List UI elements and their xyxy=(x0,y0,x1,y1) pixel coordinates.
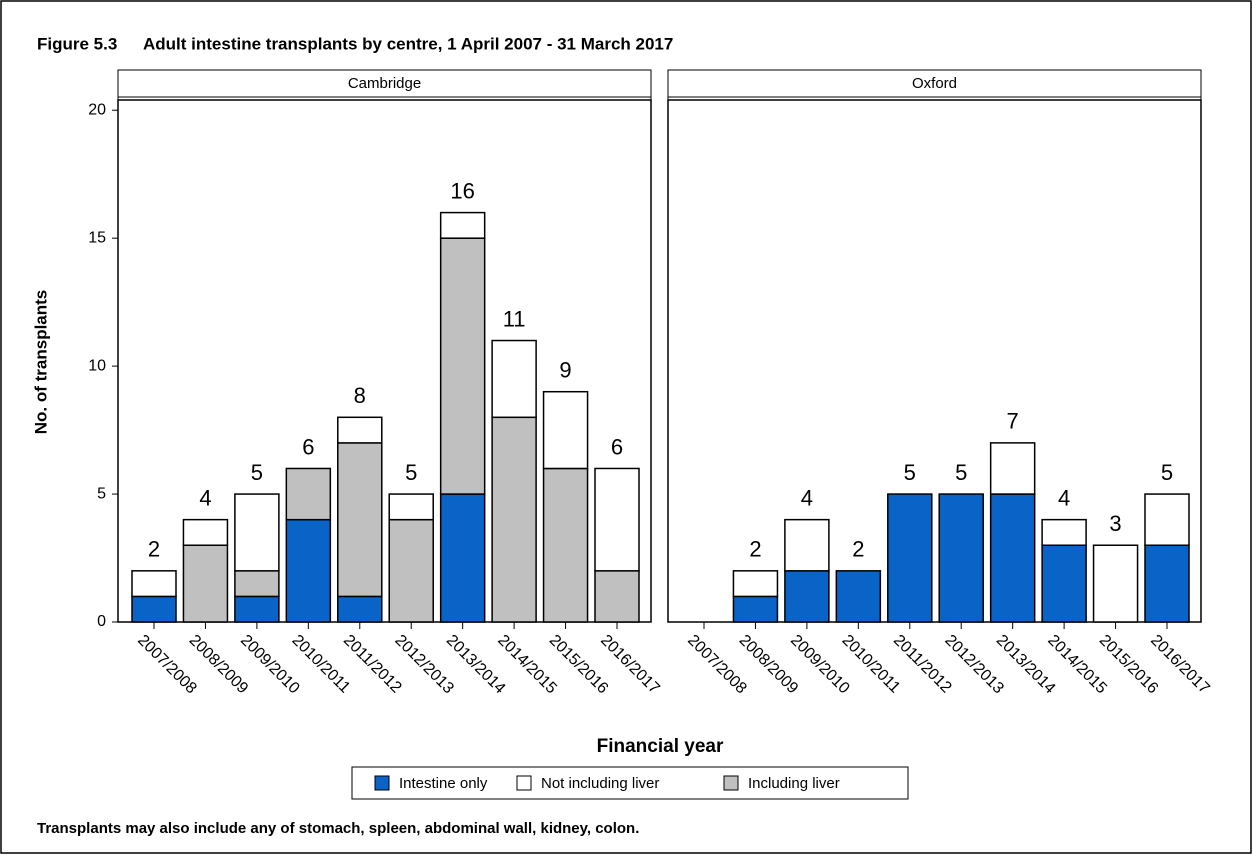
bar-segment xyxy=(388,518,434,623)
bar-segment xyxy=(784,570,830,623)
total-label: 2 xyxy=(148,537,160,562)
bar-segment xyxy=(491,416,537,623)
figure-number: Figure 5.3 xyxy=(37,34,117,53)
total-label: 16 xyxy=(450,178,474,203)
bar-segment xyxy=(938,493,984,623)
legend-swatch xyxy=(374,775,390,791)
x-axis-label: Financial year xyxy=(597,736,724,757)
total-label: 3 xyxy=(1109,511,1121,536)
total-label: 9 xyxy=(559,358,571,383)
bar-segment xyxy=(784,518,830,572)
total-label: 4 xyxy=(1058,485,1070,510)
y-tick-label: 15 xyxy=(88,229,106,246)
chart-title: Adult intestine transplants by centre, 1… xyxy=(143,34,673,53)
total-label: 6 xyxy=(611,434,623,459)
y-tick-label: 10 xyxy=(88,357,106,374)
total-label: 5 xyxy=(1161,460,1173,485)
bar-segment xyxy=(131,595,177,623)
y-tick-label: 5 xyxy=(97,485,106,502)
total-label: 2 xyxy=(852,537,864,562)
total-label: 5 xyxy=(251,460,263,485)
bar-segment xyxy=(989,442,1036,495)
legend-swatch xyxy=(723,775,739,791)
bar-segment xyxy=(542,467,589,623)
bar-segment xyxy=(887,493,933,623)
bar-segment xyxy=(594,467,640,572)
bar-segment xyxy=(439,493,486,623)
bar-segment xyxy=(1144,544,1190,623)
bar-segment xyxy=(1041,518,1087,546)
legend-swatch xyxy=(516,775,532,791)
plot-area xyxy=(667,99,1202,623)
total-label: 5 xyxy=(904,460,916,485)
legend xyxy=(351,766,909,800)
total-label: 6 xyxy=(302,434,314,459)
y-tick-label: 0 xyxy=(97,613,106,630)
total-label: 11 xyxy=(503,306,526,331)
bar-segment xyxy=(337,595,383,623)
strip xyxy=(117,69,652,101)
total-label: 4 xyxy=(801,485,813,510)
bar-segment xyxy=(234,595,280,623)
bar-segment xyxy=(439,237,486,495)
legend-label: Including liver xyxy=(748,775,840,792)
legend-label: Intestine only xyxy=(399,775,488,792)
bar-segment xyxy=(1144,493,1190,546)
bar-segment xyxy=(234,493,280,572)
bar-segment xyxy=(131,570,177,598)
bar-segment xyxy=(594,570,640,623)
panel-title: Cambridge xyxy=(348,75,421,92)
bar-segment xyxy=(732,595,779,623)
plot-area xyxy=(117,99,652,623)
y-axis-label: No. of transplants xyxy=(31,290,50,435)
y-tick-label: 20 xyxy=(88,101,106,118)
bar-segment xyxy=(439,211,486,239)
panel-title: Oxford xyxy=(912,75,957,92)
total-label: 7 xyxy=(1007,409,1019,434)
total-label: 5 xyxy=(405,460,417,485)
bar-segment xyxy=(337,442,383,598)
bar-segment xyxy=(989,493,1036,623)
legend-label: Not including liver xyxy=(541,775,659,792)
bar-segment xyxy=(285,467,332,521)
total-label: 4 xyxy=(199,485,211,510)
total-label: 2 xyxy=(749,537,761,562)
bar-segment xyxy=(1041,544,1087,623)
bar-segment xyxy=(542,390,589,470)
bar-segment xyxy=(234,570,280,598)
bar-segment xyxy=(182,518,229,546)
bar-segment xyxy=(732,570,779,598)
bar-segment xyxy=(1092,544,1139,623)
bar-segment xyxy=(337,416,383,444)
bar-segment xyxy=(835,570,882,623)
bar-segment xyxy=(491,339,537,419)
bar-segment xyxy=(388,493,434,521)
bar-segment xyxy=(182,544,229,623)
footnote: Transplants may also include any of stom… xyxy=(37,820,639,837)
bar-segment xyxy=(285,518,332,623)
total-label: 5 xyxy=(955,460,967,485)
total-label: 8 xyxy=(354,383,366,408)
